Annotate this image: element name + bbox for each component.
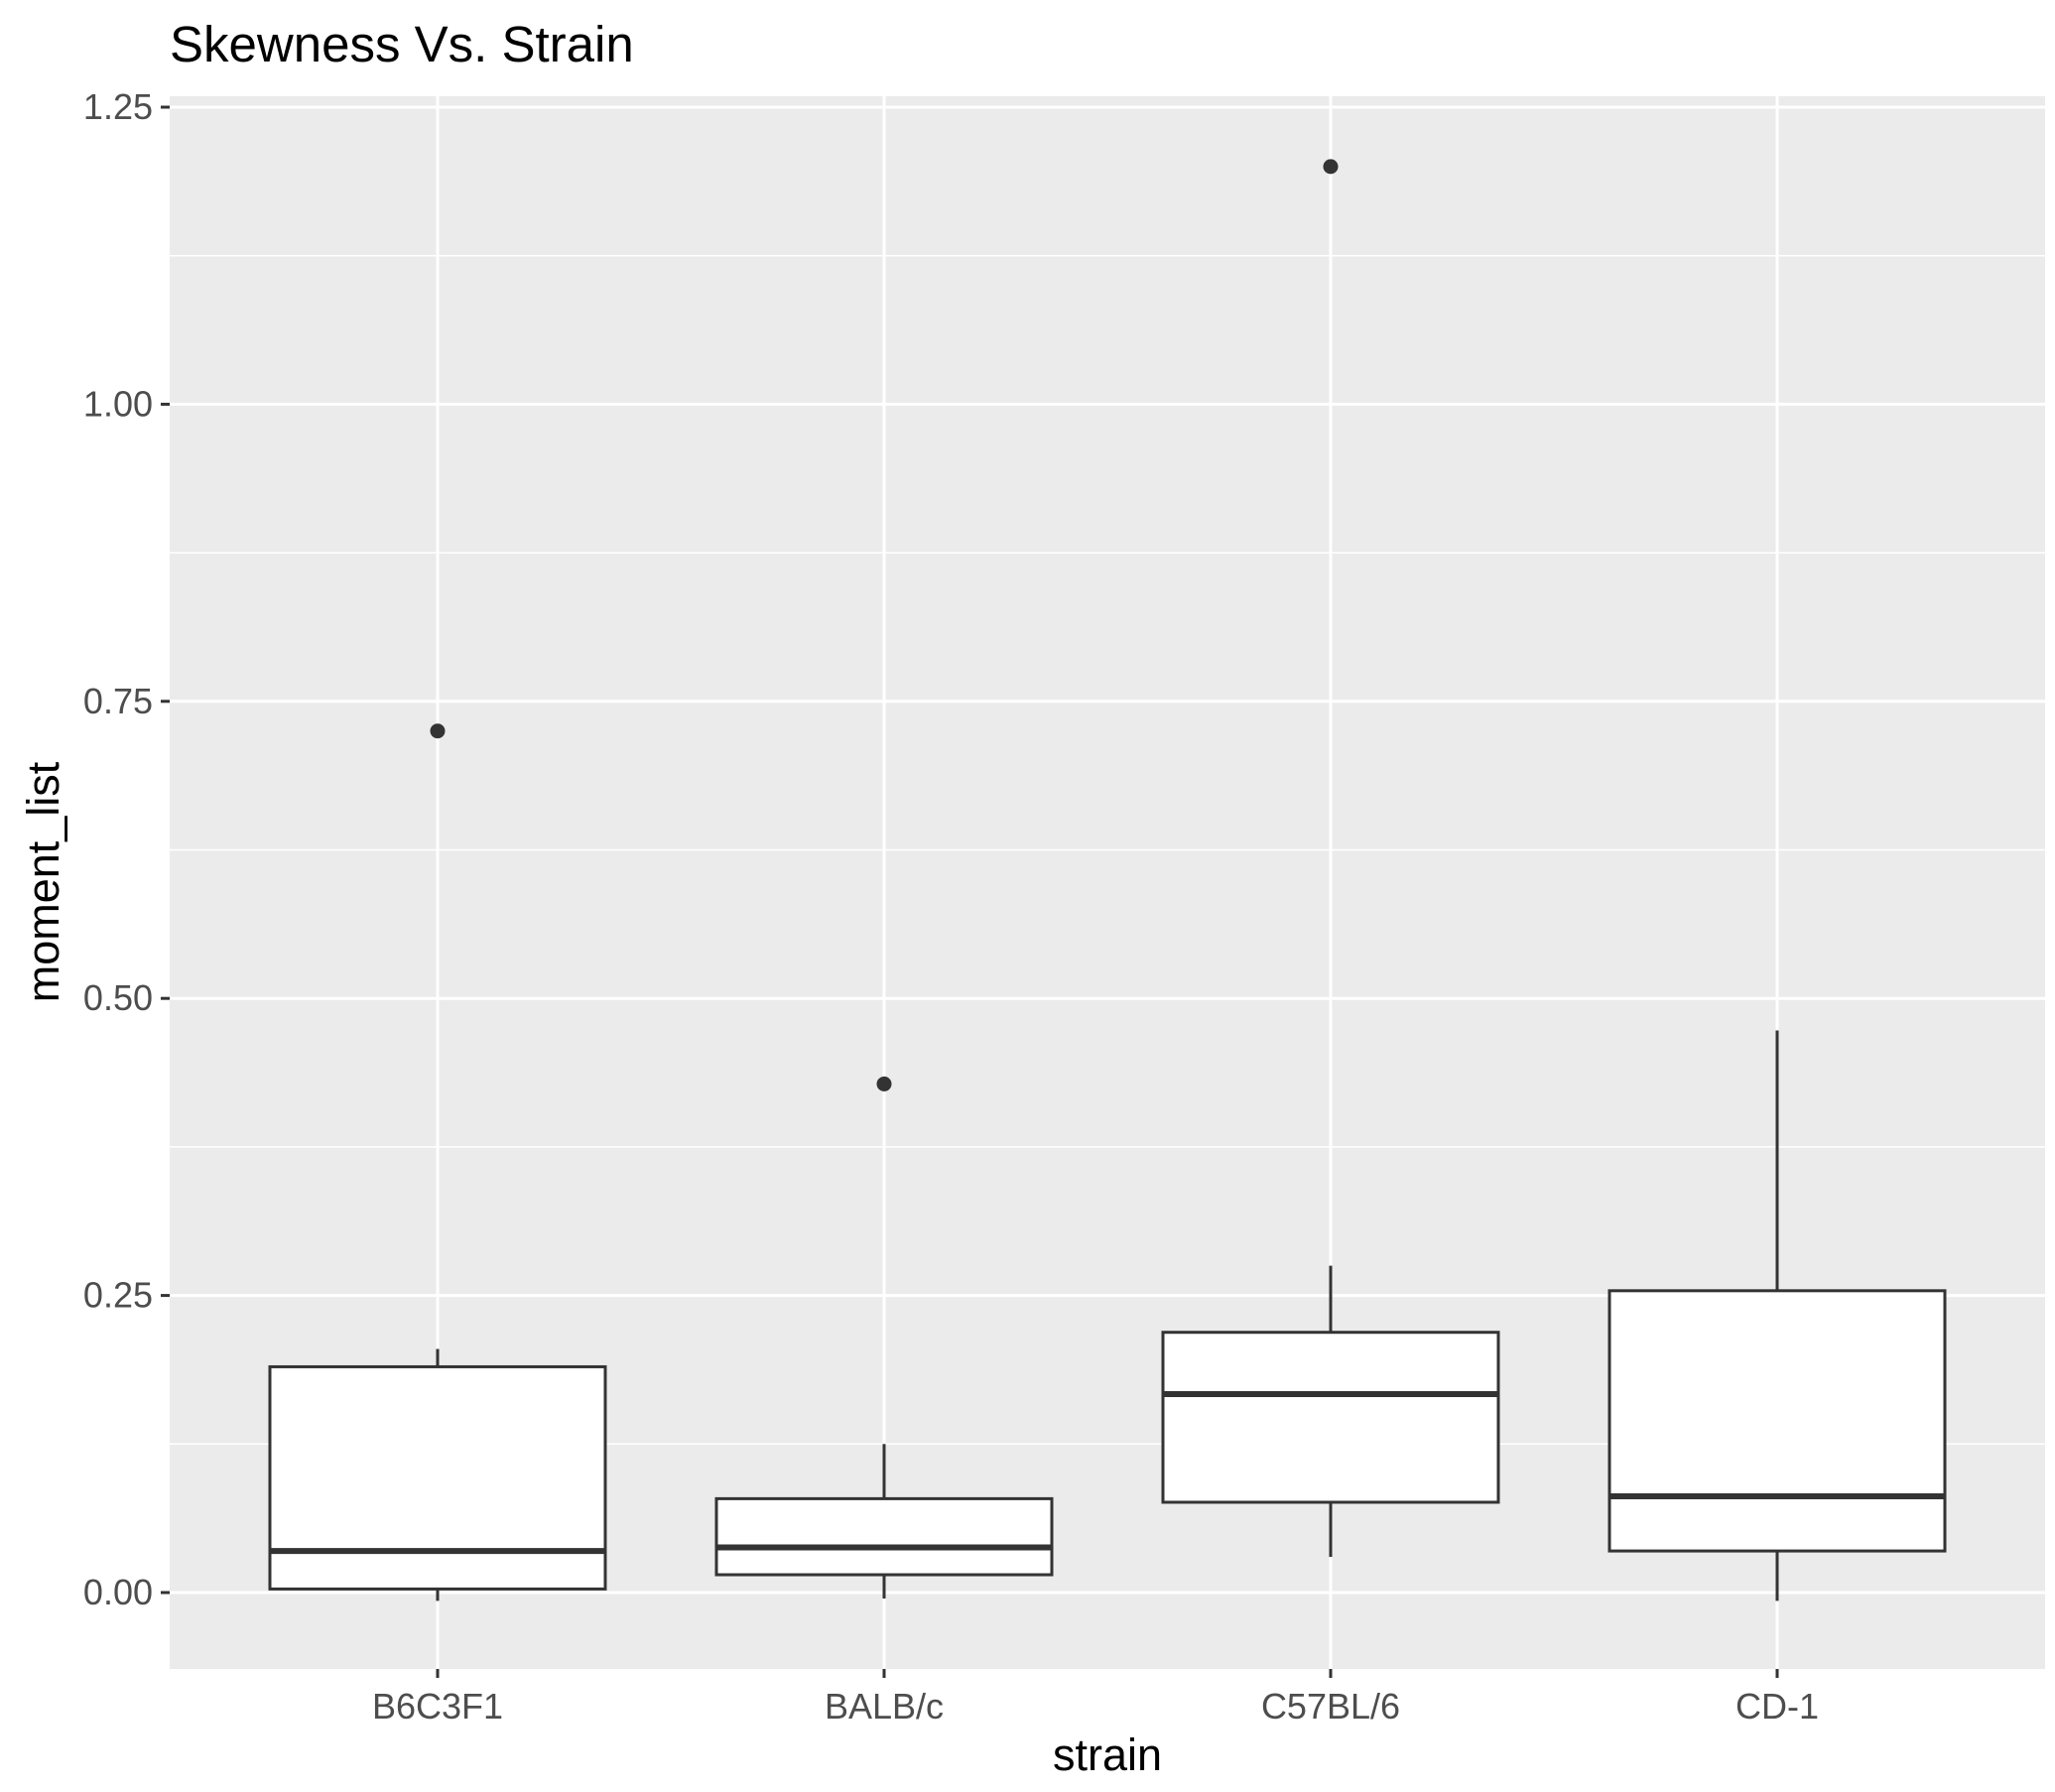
box-balb-c — [714, 1076, 1054, 1599]
x-axis-label: strain — [1053, 1729, 1162, 1780]
x-tick-label: B6C3F1 — [372, 1686, 503, 1727]
outlier-point — [876, 1076, 892, 1091]
box-iqr — [714, 1496, 1054, 1577]
outlier-point — [1323, 159, 1339, 175]
y-axis: 0.00 0.25 0.50 0.75 1.00 1.25 — [83, 86, 170, 1612]
x-tick-label: C57BL/6 — [1261, 1686, 1400, 1727]
y-tick-label: 0.25 — [83, 1275, 153, 1316]
x-axis: B6C3F1 BALB/c C57BL/6 CD-1 — [372, 1669, 1819, 1727]
y-tick-label: 0.50 — [83, 977, 153, 1018]
y-tick-label: 1.25 — [83, 86, 153, 127]
chart-title: Skewness Vs. Strain — [170, 16, 634, 72]
y-tick-label: 0.00 — [83, 1572, 153, 1612]
box-b6c3f1 — [268, 723, 607, 1601]
y-axis-label: moment_list — [18, 761, 68, 1002]
y-tick-label: 1.00 — [83, 383, 153, 424]
boxes — [268, 159, 1947, 1601]
box-cd-1 — [1607, 1030, 1947, 1601]
y-tick-label: 0.75 — [83, 681, 153, 721]
outlier-point — [430, 723, 446, 739]
x-tick-label: BALB/c — [825, 1686, 944, 1727]
box-iqr — [1161, 1331, 1500, 1504]
box-iqr — [268, 1364, 607, 1591]
box-iqr — [1607, 1289, 1947, 1553]
box-c57bl-6 — [1161, 159, 1500, 1558]
x-tick-label: CD-1 — [1735, 1686, 1819, 1727]
